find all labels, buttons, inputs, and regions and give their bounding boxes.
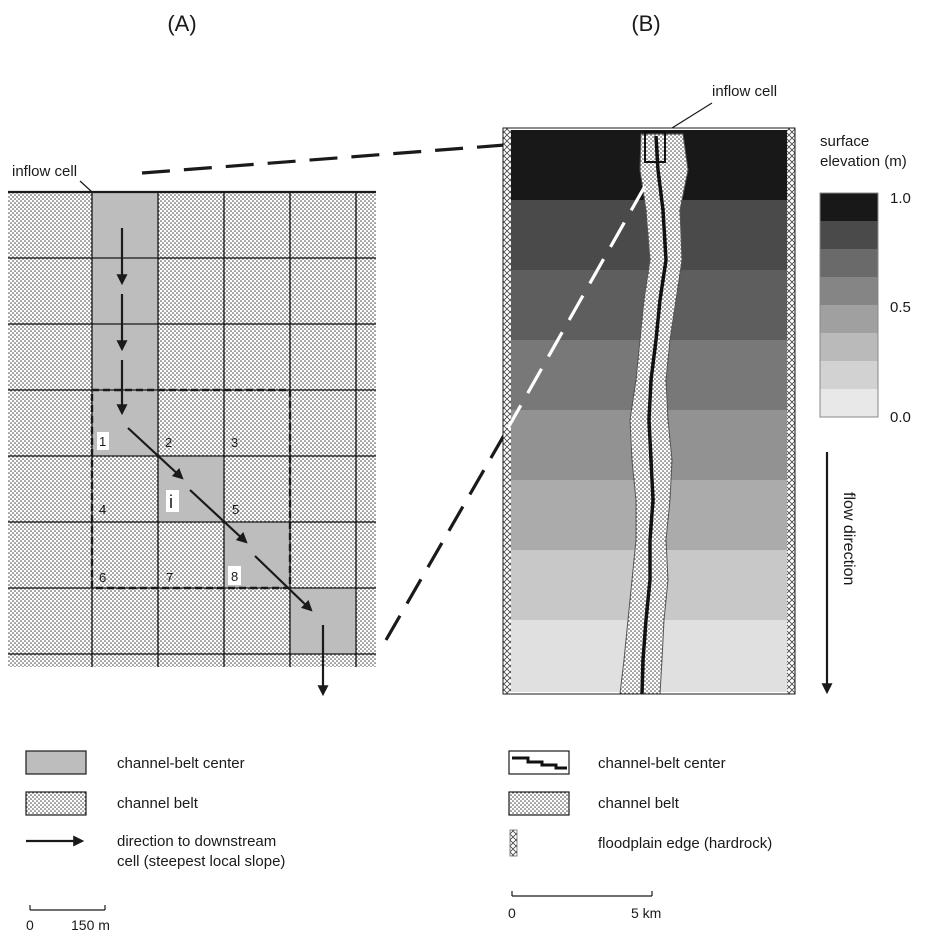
floodplain-edge-right xyxy=(787,128,795,694)
flow-arrow xyxy=(189,489,248,544)
colorbar-tick-max: 1.0 xyxy=(890,190,911,207)
cell-number: 3 xyxy=(231,435,238,450)
channel-belt-centerline xyxy=(640,135,668,695)
panel-a-label: (A) xyxy=(167,11,196,36)
colorbar-step xyxy=(820,333,878,362)
panel-a-inflow-pointer xyxy=(79,180,93,193)
center-cell-label: i xyxy=(169,492,173,512)
legend-b-center-label: channel-belt center xyxy=(598,755,726,772)
legend-a-center-swatch xyxy=(25,750,87,775)
flow-direction-label: flow direction xyxy=(840,492,857,585)
colorbar-step xyxy=(820,361,878,390)
colorbar-frame xyxy=(819,192,879,418)
inflow-cell-box xyxy=(644,131,666,163)
legend-a-belt-swatch xyxy=(25,791,87,816)
scale-b-end: 5 km xyxy=(631,905,661,921)
center-cell xyxy=(92,258,158,324)
cell-number: 1 xyxy=(99,434,106,449)
flow-arrow xyxy=(127,427,184,480)
legend-b-center-swatch xyxy=(508,750,570,775)
scale-a-end: 150 m xyxy=(71,917,110,933)
colorbar-step xyxy=(820,305,878,334)
cell-number: 6 xyxy=(99,570,106,585)
colorbar xyxy=(820,193,878,418)
flow-arrow xyxy=(254,555,313,612)
legend-b-edge-swatch xyxy=(509,829,518,857)
panel-a-cell-numbers: 1 2 3 4 5 6 7 8 i xyxy=(97,432,241,585)
panel-a-flow-arrows xyxy=(116,228,329,697)
legend-b-edge-label: floodplain edge (hardrock) xyxy=(598,835,772,852)
colorbar-title-line2: elevation (m) xyxy=(820,153,907,170)
legend-b-belt-swatch xyxy=(508,791,570,816)
panel-a-grid xyxy=(8,190,376,667)
panel-a-inflow-label: inflow cell xyxy=(12,163,77,180)
scale-bar-a xyxy=(29,905,106,911)
cell-number: 8 xyxy=(231,569,238,584)
colorbar-step xyxy=(820,249,878,278)
colorbar-tick-min: 0.0 xyxy=(890,409,911,426)
colorbar-tick-mid: 0.5 xyxy=(890,299,911,316)
elevation-map xyxy=(502,127,796,695)
legend-b-belt-label: channel belt xyxy=(598,795,680,812)
colorbar-step xyxy=(820,389,878,418)
colorbar-step xyxy=(820,193,878,222)
center-cell xyxy=(92,192,158,258)
neighborhood-outline xyxy=(90,388,292,590)
panel-b-inflow-label: inflow cell xyxy=(712,83,777,100)
colorbar-step xyxy=(820,221,878,250)
floodplain-edge-left xyxy=(503,128,511,694)
colorbar-step xyxy=(820,277,878,306)
cell-number: 2 xyxy=(165,435,172,450)
scale-a-zero: 0 xyxy=(26,917,34,933)
cell-number: 5 xyxy=(232,502,239,517)
legend-a-arrow-line2: cell (steepest local slope) xyxy=(117,853,285,870)
zoom-line-overlay xyxy=(506,185,647,429)
colorbar-title-line1: surface xyxy=(820,133,869,150)
scale-b-zero: 0 xyxy=(508,905,516,921)
legend-a-center-label: channel-belt center xyxy=(117,755,245,772)
cell-number: 7 xyxy=(166,570,173,585)
cell-number: 4 xyxy=(99,502,106,517)
scale-bar-b xyxy=(511,891,653,897)
center-cell xyxy=(92,324,158,390)
panel-b-label: (B) xyxy=(631,11,660,36)
legend-a-belt-label: channel belt xyxy=(117,795,199,812)
legend-a-arrow-line1: direction to downstream xyxy=(117,833,276,850)
